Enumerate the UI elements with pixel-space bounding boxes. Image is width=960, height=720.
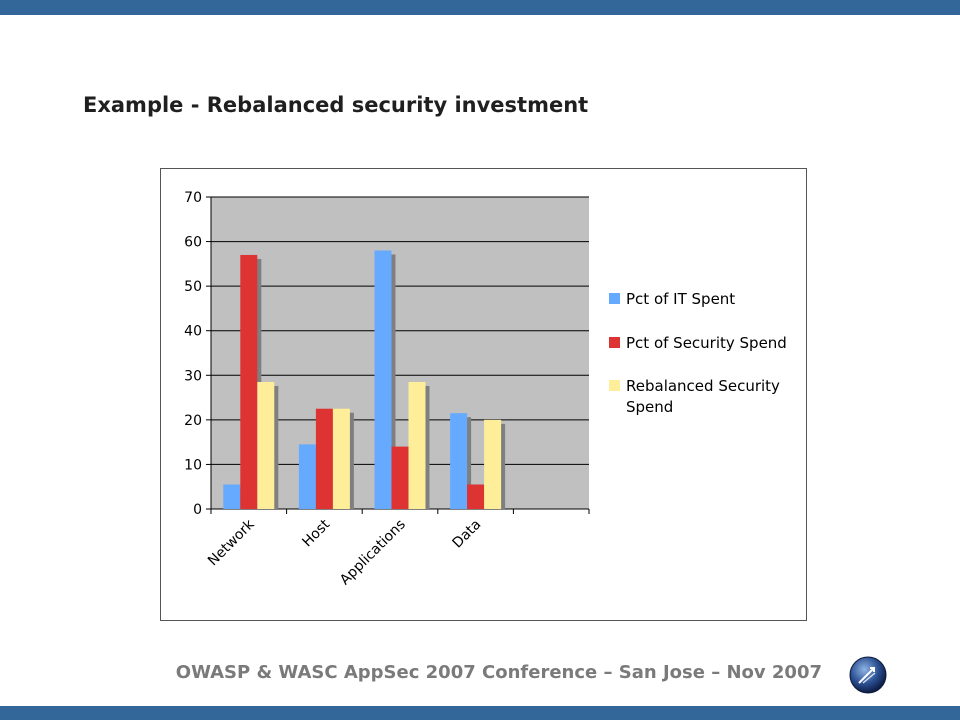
legend-label: Rebalanced Security [626,377,780,395]
chart-frame: 0 10 20 30 40 50 60 70 Network Host Applications Da… [160,168,807,621]
bar-pct-of-it-spent [450,413,468,509]
bar-rebalanced-security-spend [408,381,426,509]
category-label: Applications [337,517,409,589]
y-tick-label: 0 [193,502,202,518]
y-tick-label: 40 [184,324,202,340]
legend-label: Pct of IT Spent [626,290,735,308]
y-tick-label: 10 [184,457,202,473]
bar-pct-of-security-spend [315,408,333,509]
y-tick-label: 50 [184,279,202,295]
bar-pct-of-security-spend [391,446,409,509]
y-tick-label: 20 [184,413,202,429]
top-bar [0,0,960,15]
y-tick-label: 30 [184,368,202,384]
bar-pct-of-it-spent [374,250,392,509]
legend-swatch [609,337,620,348]
legend-label: Pct of Security Spend [626,334,787,352]
legend-swatch [609,380,620,391]
bar-rebalanced-security-spend [484,419,502,509]
bottom-bar [0,706,960,720]
bar-chart: 0 10 20 30 40 50 60 70 Network Host Applications Da… [184,190,787,589]
category-label: Network [205,516,258,569]
bar-pct-of-security-spend [467,484,485,509]
owasp-globe-icon [849,656,887,694]
bar-pct-of-it-spent [298,444,316,509]
category-label: Data [449,517,484,552]
y-tick-label: 70 [184,190,202,206]
bar-rebalanced-security-spend [332,408,350,509]
slide-title: Example - Rebalanced security investment [83,93,589,117]
bar-pct-of-security-spend [240,254,258,509]
bar-rebalanced-security-spend [257,381,275,509]
legend-swatch [609,293,620,304]
bar-pct-of-it-spent [223,484,241,509]
y-tick-label: 60 [184,235,202,251]
footer-text: OWASP & WASC AppSec 2007 Conference – Sa… [175,662,822,683]
legend-label: Spend [626,398,673,416]
category-label: Host [299,516,333,550]
